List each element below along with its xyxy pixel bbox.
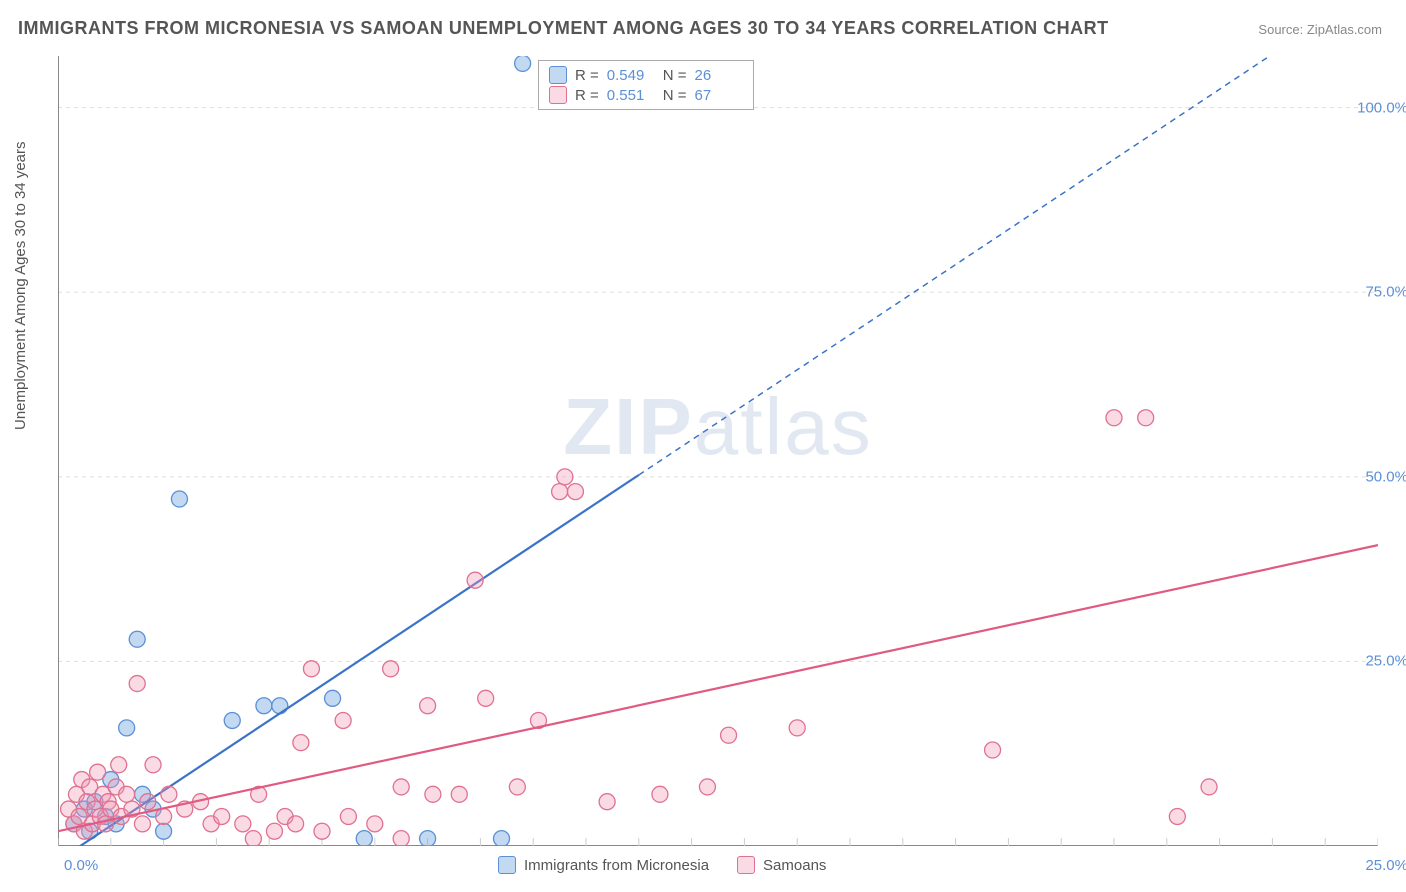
series-swatch	[549, 86, 567, 104]
stats-row: R = 0.551 N = 67	[549, 85, 743, 105]
r-label: R =	[575, 67, 599, 84]
y-tick-label: 100.0%	[1357, 99, 1406, 116]
y-axis-title: Unemployment Among Ages 30 to 34 years	[12, 141, 29, 430]
y-tick-label: 50.0%	[1365, 468, 1406, 485]
series-swatch	[737, 856, 755, 874]
legend-item: Samoans	[737, 856, 826, 874]
source-value: ZipAtlas.com	[1307, 22, 1382, 37]
n-label: N =	[663, 67, 687, 84]
source-label: Source:	[1258, 22, 1303, 37]
series-name: Samoans	[763, 857, 826, 874]
series-swatch	[498, 856, 516, 874]
bottom-legend: Immigrants from Micronesia Samoans	[498, 856, 826, 874]
chart-plot-area: ZIPatlas R =0.549N =26R =0.551N =67 0.0%…	[58, 56, 1378, 846]
source-attribution: Source: ZipAtlas.com	[1258, 22, 1382, 37]
y-tick-label: 75.0%	[1365, 284, 1406, 301]
n-value: 67	[695, 87, 743, 104]
chart-title: IMMIGRANTS FROM MICRONESIA VS SAMOAN UNE…	[18, 18, 1109, 39]
series-swatch	[549, 66, 567, 84]
stats-legend-box: R = 0.549 N = 26 R = 0.551 N = 67	[538, 60, 754, 110]
x-axis-origin-label: 0.0%	[64, 857, 98, 874]
legend-item: Immigrants from Micronesia	[498, 856, 709, 874]
r-value: 0.549	[607, 67, 655, 84]
n-label: N =	[663, 87, 687, 104]
stats-row: R = 0.549 N = 26	[549, 65, 743, 85]
n-value: 26	[695, 67, 743, 84]
x-axis-max-label: 25.0%	[1365, 857, 1406, 874]
chart-svg	[58, 56, 1378, 846]
series-name: Immigrants from Micronesia	[524, 857, 709, 874]
r-label: R =	[575, 87, 599, 104]
r-value: 0.551	[607, 87, 655, 104]
y-tick-label: 25.0%	[1365, 653, 1406, 670]
